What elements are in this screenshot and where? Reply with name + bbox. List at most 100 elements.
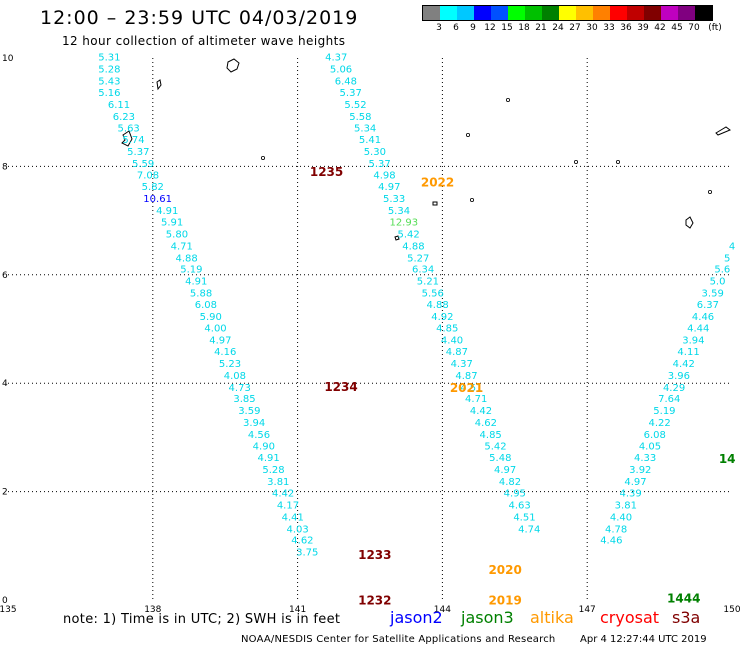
legend-swatch bbox=[423, 6, 440, 20]
lon-tick-label: 150 bbox=[723, 605, 740, 615]
legend-label: 36 bbox=[620, 23, 632, 33]
wave-height-value: 7.08 bbox=[137, 170, 159, 181]
lon-tick-label: 147 bbox=[579, 605, 596, 615]
wave-height-value: 4.16 bbox=[214, 347, 236, 358]
wave-height-value: 4.71 bbox=[465, 394, 487, 405]
wave-height-value: 3.85 bbox=[233, 394, 255, 405]
pass-time-label: 14 bbox=[719, 452, 736, 466]
wave-height-value: 4.62 bbox=[291, 536, 313, 547]
wave-height-value: 4.87 bbox=[455, 371, 477, 382]
wave-height-value: 5.48 bbox=[489, 453, 511, 464]
legend-label: 39 bbox=[637, 23, 649, 33]
wave-height-value: 4.11 bbox=[677, 347, 699, 358]
wave-height-value: 4.87 bbox=[446, 347, 468, 358]
wave-height-value: 4.88 bbox=[402, 241, 424, 252]
satellite-key-jason2: jason2 bbox=[390, 608, 443, 627]
wave-height-value: 4.42 bbox=[673, 359, 695, 370]
legend-swatch bbox=[644, 6, 661, 20]
wave-height-value: 4.88 bbox=[175, 253, 197, 264]
wave-height-value: 4.97 bbox=[378, 182, 400, 193]
wave-height-value: 4.33 bbox=[634, 453, 656, 464]
footer-credit: NOAA/NESDIS Center for Satellite Applica… bbox=[241, 634, 556, 645]
wave-height-value: 4 bbox=[729, 241, 735, 252]
wave-height-value: 3.96 bbox=[668, 371, 690, 382]
wave-height-value: 4.90 bbox=[253, 441, 275, 452]
wave-height-value: 5.31 bbox=[98, 53, 120, 64]
legend-label: 70 bbox=[688, 23, 700, 33]
island-dot bbox=[260, 155, 265, 160]
legend-swatch bbox=[491, 6, 508, 20]
legend-swatch bbox=[678, 6, 695, 20]
pass-time-label: 2019 bbox=[488, 593, 521, 607]
wave-height-value: 5.28 bbox=[98, 65, 120, 76]
lat-tick-label: 2 bbox=[2, 488, 8, 498]
lat-tick-label: 4 bbox=[2, 379, 8, 389]
lon-tick-label: 144 bbox=[434, 605, 451, 615]
wave-height-value: 4.03 bbox=[286, 524, 308, 535]
wave-height-value: 3.75 bbox=[296, 548, 318, 559]
pass-time-label: 1233 bbox=[358, 548, 391, 562]
pass-time-label: 2021 bbox=[450, 381, 483, 395]
wave-height-value: 5.19 bbox=[653, 406, 675, 417]
wave-height-value: 6.23 bbox=[113, 112, 135, 123]
legend-label: 18 bbox=[518, 23, 530, 33]
lon-tick-label: 135 bbox=[0, 605, 17, 615]
pass-time-label: 1235 bbox=[310, 165, 343, 179]
wave-height-value: 7.64 bbox=[658, 394, 680, 405]
island-outline bbox=[156, 79, 162, 91]
legend-label: 6 bbox=[453, 23, 459, 33]
legend-label: 3 bbox=[436, 23, 442, 33]
footer-timestamp: Apr 4 12:27:44 UTC 2019 bbox=[580, 634, 707, 645]
wave-height-value: 3.59 bbox=[238, 406, 260, 417]
pass-time-label: 1444 bbox=[667, 592, 700, 606]
wave-height-value: 5.88 bbox=[190, 288, 212, 299]
wave-height-value: 6.08 bbox=[195, 300, 217, 311]
lat-tick-label: 0 bbox=[2, 596, 8, 606]
wave-height-value: 4.91 bbox=[185, 277, 207, 288]
lat-tick-label: 10 bbox=[2, 54, 14, 64]
wave-height-value: 5.43 bbox=[98, 77, 120, 88]
wave-height-value: 4.39 bbox=[620, 488, 642, 499]
wave-height-value: 4.41 bbox=[282, 512, 304, 523]
wave-height-value: 4.95 bbox=[504, 488, 526, 499]
wave-height-value: 5.21 bbox=[417, 277, 439, 288]
wave-height-value: 5 bbox=[724, 253, 730, 264]
legend-swatch bbox=[508, 6, 525, 20]
wave-height-value: 4.74 bbox=[518, 524, 540, 535]
wave-height-value: 5.90 bbox=[200, 312, 222, 323]
wave-height-value: 4.85 bbox=[436, 324, 458, 335]
island-dot bbox=[708, 189, 713, 194]
pass-time-label: 2020 bbox=[488, 563, 521, 577]
lat-tick-label: 8 bbox=[2, 162, 8, 172]
wave-height-value: 4.97 bbox=[624, 477, 646, 488]
wave-height-value: 6.08 bbox=[644, 430, 666, 441]
wave-height-value: 5.34 bbox=[354, 124, 376, 135]
satellite-key-jason3: jason3 bbox=[461, 608, 514, 627]
pass-time-label: 2022 bbox=[421, 175, 454, 189]
wave-height-value: 5.28 bbox=[262, 465, 284, 476]
wave-height-value: 3.94 bbox=[243, 418, 265, 429]
wave-height-value: 4.51 bbox=[513, 512, 535, 523]
wave-height-value: 4.82 bbox=[499, 477, 521, 488]
wave-height-value: 10.61 bbox=[143, 194, 172, 205]
island-outline bbox=[685, 216, 694, 229]
footer-note: note: 1) Time is in UTC; 2) SWH is in fe… bbox=[63, 612, 341, 627]
lon-tick-label: 138 bbox=[144, 605, 161, 615]
wave-height-value: 4.98 bbox=[373, 170, 395, 181]
wave-height-value: 4.46 bbox=[600, 536, 622, 547]
wave-height-value: 4.51 bbox=[460, 383, 482, 394]
wave-height-value: 4.17 bbox=[277, 500, 299, 511]
legend-swatch bbox=[542, 6, 559, 20]
legend-label: 30 bbox=[586, 23, 598, 33]
legend-label: 9 bbox=[470, 23, 476, 33]
satellite-key-cryosat: cryosat bbox=[600, 608, 660, 627]
legend-label: 27 bbox=[569, 23, 581, 33]
island-outline bbox=[432, 201, 438, 206]
legend-label: 15 bbox=[501, 23, 513, 33]
legend-swatch bbox=[593, 6, 610, 20]
wave-height-value: 4.40 bbox=[610, 512, 632, 523]
wave-height-value: 5.33 bbox=[383, 194, 405, 205]
wave-height-value: 4.78 bbox=[605, 524, 627, 535]
legend-label: 42 bbox=[654, 23, 666, 33]
legend-label: 24 bbox=[552, 23, 564, 33]
